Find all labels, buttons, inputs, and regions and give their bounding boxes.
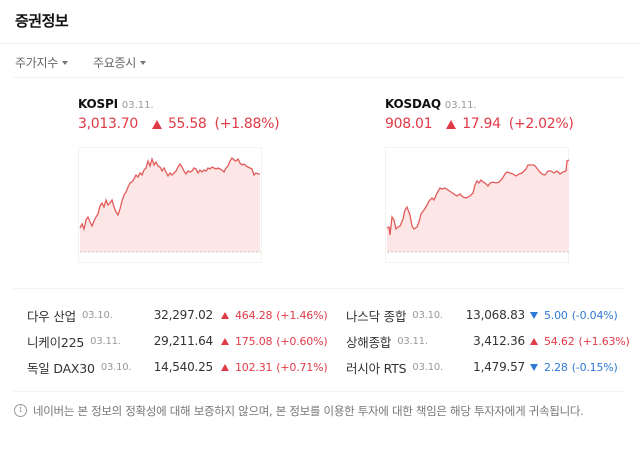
header: 증권정보: [0, 0, 640, 44]
arrow-up-icon: [221, 363, 229, 371]
world-value: 32,297.02: [153, 308, 213, 322]
world-percent: (+0.60%): [276, 334, 328, 348]
tab-bar: 주가지수 주요증시: [13, 44, 513, 78]
world-name: 나스닥 종합: [346, 308, 407, 324]
world-date: 03.11.: [397, 335, 428, 347]
index-date: 03.11.: [444, 100, 477, 111]
index-card-kospi[interactable]: KOSPI 03.11. 3,013.70 55.58 (+1.88%): [78, 97, 308, 132]
world-percent: (-0.15%): [571, 360, 618, 374]
disclaimer: i 네이버는 본 정보의 정확성에 대해 보증하지 않으며, 본 정보를 이용한…: [14, 403, 624, 419]
kosdaq-sparkline: [386, 159, 570, 253]
world-percent: (+1.63%): [578, 334, 630, 348]
world-change: 464.28: [235, 308, 273, 322]
tab-label: 주요증시: [93, 56, 136, 70]
arrow-up-icon: [446, 119, 457, 129]
world-value: 29,211.64: [153, 334, 213, 348]
arrow-up-icon: [530, 337, 538, 345]
world-change: 54.62: [544, 334, 575, 348]
world-change: 102.31: [235, 360, 273, 374]
index-percent: (+1.88%): [214, 116, 280, 132]
divider: [13, 77, 625, 78]
index-price: 908.01: [385, 116, 433, 132]
world-percent: (+0.71%): [276, 360, 328, 374]
caret-down-icon: [61, 61, 68, 65]
kospi-chart[interactable]: [78, 147, 262, 263]
disclaimer-text: 네이버는 본 정보의 정확성에 대해 보증하지 않으며, 본 정보를 이용한 투…: [33, 404, 584, 418]
index-change: 55.58: [167, 116, 207, 132]
caret-down-icon: [139, 61, 146, 65]
world-value: 1,479.57: [473, 360, 525, 374]
tab-major-markets[interactable]: 주요증시: [93, 54, 146, 71]
world-value: 14,540.25: [153, 360, 213, 374]
index-name: KOSPI: [78, 97, 118, 111]
tab-stock-index[interactable]: 주가지수: [15, 54, 68, 71]
arrow-up-icon: [221, 337, 229, 345]
arrow-down-icon: [530, 363, 538, 371]
page-title: 증권정보: [15, 12, 69, 30]
arrow-up-icon: [221, 311, 229, 319]
world-date: 03.10.: [412, 309, 443, 321]
index-price: 3,013.70: [78, 116, 138, 132]
divider: [13, 288, 625, 289]
arrow-up-icon: [151, 119, 162, 129]
tab-label: 주가지수: [15, 56, 58, 70]
index-card-kosdaq[interactable]: KOSDAQ 03.11. 908.01 17.94 (+2.02%): [385, 97, 615, 132]
index-name: KOSDAQ: [385, 97, 441, 111]
arrow-down-icon: [530, 311, 538, 319]
world-change: 175.08: [235, 334, 273, 348]
world-value: 3,412.36: [473, 334, 525, 348]
index-change: 17.94: [462, 116, 501, 132]
world-date: 03.11.: [90, 335, 121, 347]
world-row-rts[interactable]: 러시아 RTS 03.10. 1,479.57 2.28 (-0.15%): [346, 358, 626, 376]
kospi-sparkline: [79, 156, 261, 253]
world-value: 13,068.83: [465, 308, 525, 322]
world-date: 03.10.: [100, 361, 132, 373]
kosdaq-chart[interactable]: [385, 147, 570, 263]
world-row-dow[interactable]: 다우 산업 03.10. 32,297.02 464.28 (+1.46%): [27, 306, 328, 324]
world-percent: (-0.04%): [571, 308, 618, 322]
world-row-shanghai[interactable]: 상해종합 03.11. 3,412.36 54.62 (+1.63%): [346, 332, 630, 350]
world-date: 03.10.: [81, 309, 113, 321]
world-percent: (+1.46%): [276, 308, 328, 322]
world-name: 러시아 RTS: [346, 360, 407, 376]
divider: [13, 391, 625, 392]
world-name: 독일 DAX30: [27, 360, 95, 376]
world-date: 03.10.: [412, 361, 444, 373]
world-change: 2.28: [544, 360, 568, 374]
index-percent: (+2.02%): [508, 116, 574, 132]
world-name: 다우 산업: [27, 308, 76, 324]
world-name: 니케이225: [27, 334, 85, 350]
world-row-nikkei[interactable]: 니케이225 03.11. 29,211.64 175.08 (+0.60%): [27, 332, 328, 350]
world-row-nasdaq[interactable]: 나스닥 종합 03.10. 13,068.83 5.00 (-0.04%): [346, 306, 626, 324]
index-date: 03.11.: [121, 100, 154, 111]
world-row-dax[interactable]: 독일 DAX30 03.10. 14,540.25 102.31 (+0.71%…: [27, 358, 328, 376]
info-icon: i: [14, 404, 27, 417]
world-name: 상해종합: [346, 334, 392, 350]
world-change: 5.00: [544, 308, 568, 322]
